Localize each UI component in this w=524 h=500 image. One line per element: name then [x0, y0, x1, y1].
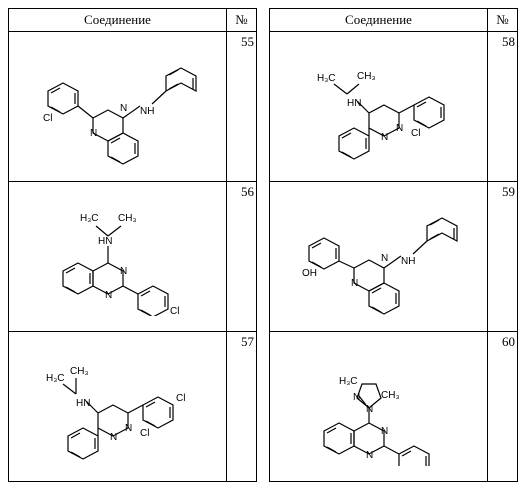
h3c-label: H₃C [317, 73, 336, 84]
tables-container: Соединение № [8, 8, 516, 482]
table-row: OH N N NH 59 [270, 182, 518, 332]
n-label: N [120, 103, 127, 114]
structure-55: Cl N N NH [18, 36, 218, 166]
n-label: N [381, 253, 388, 264]
n-label: N [381, 132, 388, 143]
cl-label: Cl [411, 128, 420, 139]
n-label: N [366, 450, 373, 461]
header-compound: Соединение [9, 9, 227, 32]
right-compound-table: Соединение № [269, 8, 518, 482]
oh-label: OH [302, 268, 317, 279]
table-row: HN H₃C CH₃ N N Cl Cl 57 [9, 332, 257, 482]
structure-57: HN H₃C CH₃ N N Cl Cl [18, 336, 218, 466]
hn-label: HN [347, 98, 361, 109]
table-row: HN CH₃ H₃C N N Cl 56 [9, 182, 257, 332]
table-row: N N H₃C CH₃ N N Br 60 [270, 332, 518, 482]
n-label: N [120, 266, 127, 277]
cl-label: Cl [43, 113, 52, 124]
structure-59: OH N N NH [279, 186, 479, 316]
n-label: N [351, 278, 358, 289]
structure-60: N N H₃C CH₃ N N Br [279, 336, 479, 466]
n-label: N [105, 290, 112, 301]
table-row: Cl N N NH 55 [9, 32, 257, 182]
n-label: N [125, 423, 132, 434]
header-number: № [488, 9, 518, 32]
nh-label: NH [140, 106, 154, 117]
compound-cell: HN H₃C CH₃ N N Cl Cl [9, 332, 227, 482]
n-label: N [90, 128, 97, 139]
cl-label: Cl [140, 428, 149, 439]
number-cell: 57 [227, 332, 257, 482]
n-label: N [366, 404, 373, 415]
n-label: N [396, 123, 403, 134]
left-compound-table: Соединение № [8, 8, 257, 482]
ch3-label: CH₃ [70, 366, 89, 377]
hn-label: HN [98, 236, 112, 247]
number-cell: 60 [488, 332, 518, 482]
table-row: HN H₃C CH₃ N N Cl 58 [270, 32, 518, 182]
n-label: N [110, 432, 117, 443]
cl-label: Cl [170, 306, 179, 316]
number-cell: 58 [488, 32, 518, 182]
compound-cell: OH N N NH [270, 182, 488, 332]
header-number: № [227, 9, 257, 32]
nh-label: NH [401, 256, 415, 267]
ch3-label: CH₃ [357, 71, 376, 82]
number-cell: 55 [227, 32, 257, 182]
n-label: N [381, 426, 388, 437]
structure-58: HN H₃C CH₃ N N Cl [279, 36, 479, 166]
header-compound: Соединение [270, 9, 488, 32]
table-header-row: Соединение № [270, 9, 518, 32]
number-cell: 56 [227, 182, 257, 332]
compound-cell: Cl N N NH [9, 32, 227, 182]
h3c-label: H₃C [339, 376, 358, 387]
structure-56: HN CH₃ H₃C N N Cl [18, 186, 218, 316]
compound-cell: HN H₃C CH₃ N N Cl [270, 32, 488, 182]
hn-label: HN [76, 398, 90, 409]
ch3-label: CH₃ [381, 390, 400, 401]
table-header-row: Соединение № [9, 9, 257, 32]
compound-cell: HN CH₃ H₃C N N Cl [9, 182, 227, 332]
number-cell: 59 [488, 182, 518, 332]
h3c-label: H₃C [80, 213, 99, 224]
ch3-label: CH₃ [118, 213, 137, 224]
h3c-label: H₃C [46, 373, 65, 384]
n-label: N [353, 392, 360, 403]
compound-cell: N N H₃C CH₃ N N Br [270, 332, 488, 482]
cl-label: Cl [176, 393, 185, 404]
